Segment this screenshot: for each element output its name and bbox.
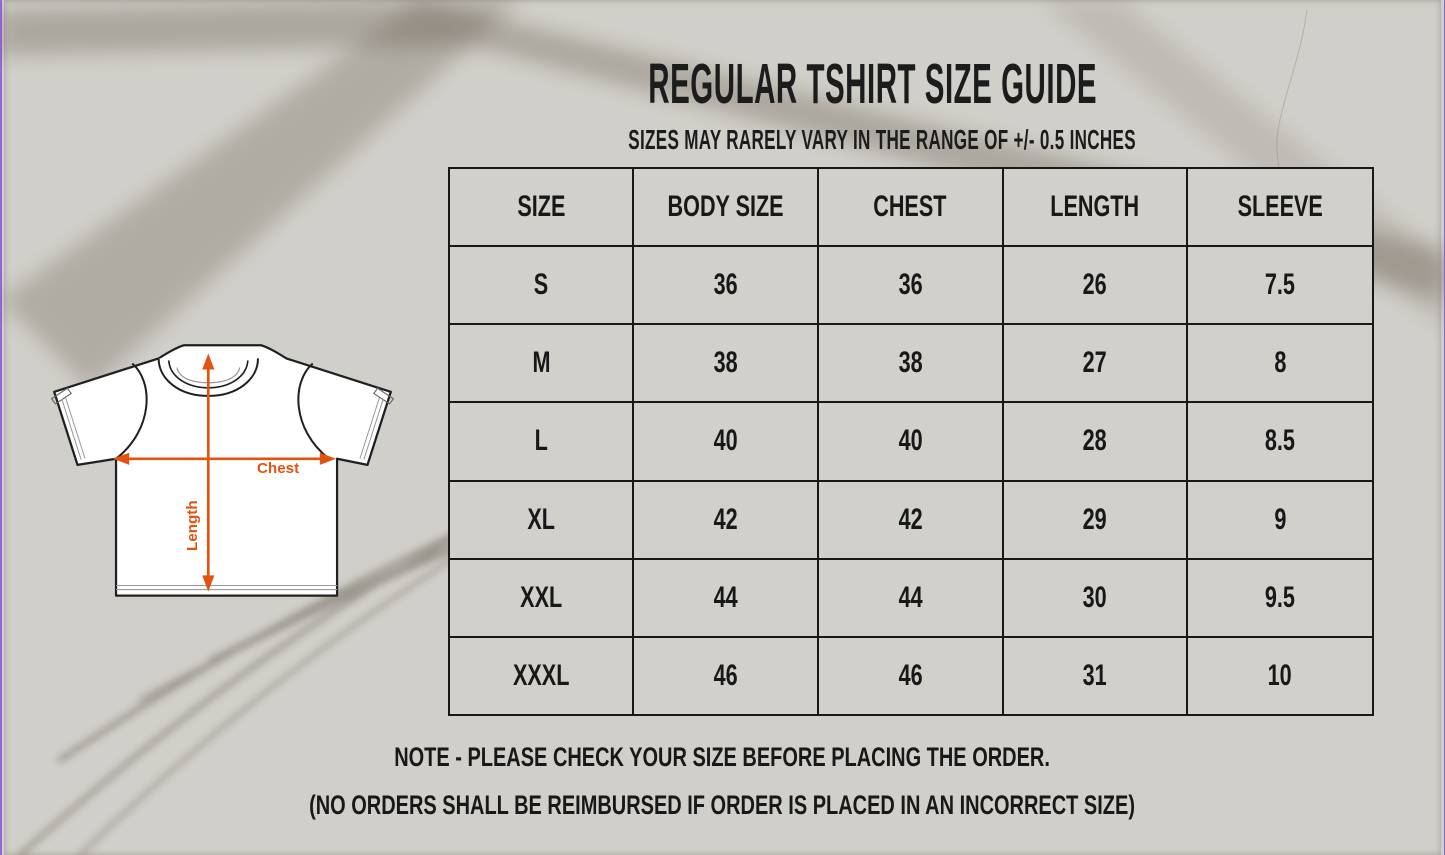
- svg-text:Chest: Chest: [257, 460, 299, 477]
- svg-text:Length: Length: [184, 500, 201, 551]
